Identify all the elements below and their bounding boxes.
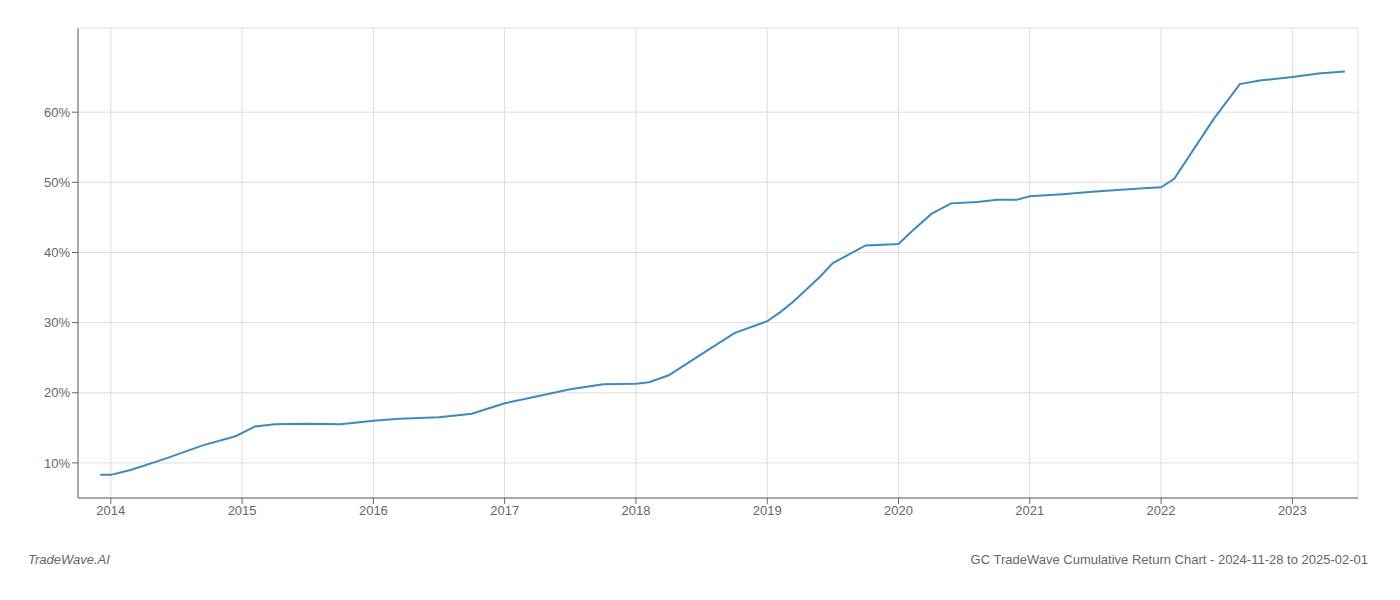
html-text:GC TradeWave Cumulative Return: GC TradeWave Cumulative Return Chart - 2… (970, 552, 1368, 567)
svg-text:2018: 2018 (621, 503, 650, 518)
svg-text:2021: 2021 (1015, 503, 1044, 518)
svg-text:2014: 2014 (96, 503, 125, 518)
svg-text:40%: 40% (44, 245, 70, 260)
svg-text:30%: 30% (44, 315, 70, 330)
svg-text:2017: 2017 (490, 503, 519, 518)
svg-text:2023: 2023 (1278, 503, 1307, 518)
html-text:TradeWave.AI: TradeWave.AI (28, 552, 110, 567)
svg-text:20%: 20% (44, 385, 70, 400)
svg-text:60%: 60% (44, 105, 70, 120)
svg-text:10%: 10% (44, 456, 70, 471)
svg-text:2016: 2016 (359, 503, 388, 518)
svg-text:2019: 2019 (753, 503, 782, 518)
svg-text:2015: 2015 (228, 503, 257, 518)
svg-text:2020: 2020 (884, 503, 913, 518)
svg-text:50%: 50% (44, 175, 70, 190)
svg-text:2022: 2022 (1147, 503, 1176, 518)
